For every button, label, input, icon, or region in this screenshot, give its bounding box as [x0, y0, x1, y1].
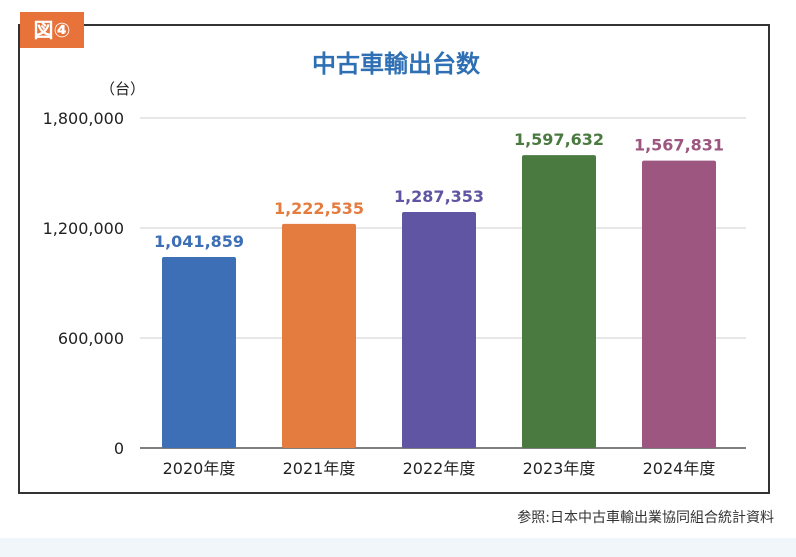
bar	[282, 223, 356, 448]
y-axis-ticks: 0 600,000 1,200,000 1,800,000	[43, 109, 124, 458]
value-labels: 1,041,859 1,222,535 1,287,353 1,597,632 1,56…	[154, 130, 724, 251]
page-bottom-band	[0, 538, 796, 557]
bar-value-label: 1,287,353	[394, 187, 484, 206]
y-tick-label: 600,000	[58, 329, 124, 348]
bars	[162, 155, 716, 448]
bar-value-label: 1,041,859	[154, 232, 244, 251]
x-tick-label: 2022年度	[403, 459, 476, 478]
y-tick-label: 0	[114, 439, 124, 458]
bar	[522, 155, 596, 448]
bar	[162, 256, 236, 448]
x-tick-label: 2023年度	[523, 459, 596, 478]
y-tick-label: 1,200,000	[43, 219, 124, 238]
y-axis-unit-label: （台）	[100, 80, 145, 98]
figure-badge: 図④	[20, 12, 84, 48]
y-tick-label: 1,800,000	[43, 109, 124, 128]
x-tick-label: 2021年度	[283, 459, 356, 478]
x-tick-label: 2020年度	[163, 459, 236, 478]
bar-value-label: 1,597,632	[514, 130, 604, 149]
source-note: 参照:日本中古車輸出業協同組合統計資料	[517, 510, 774, 526]
chart-title: 中古車輸出台数	[312, 50, 481, 78]
bar	[402, 211, 476, 448]
x-axis-ticks: 2020年度 2021年度 2022年度 2023年度 2024年度	[163, 459, 716, 478]
bar-value-label: 1,222,535	[274, 199, 364, 218]
bar-value-label: 1,567,831	[634, 136, 724, 155]
x-tick-label: 2024年度	[643, 459, 716, 478]
bar	[642, 160, 716, 448]
